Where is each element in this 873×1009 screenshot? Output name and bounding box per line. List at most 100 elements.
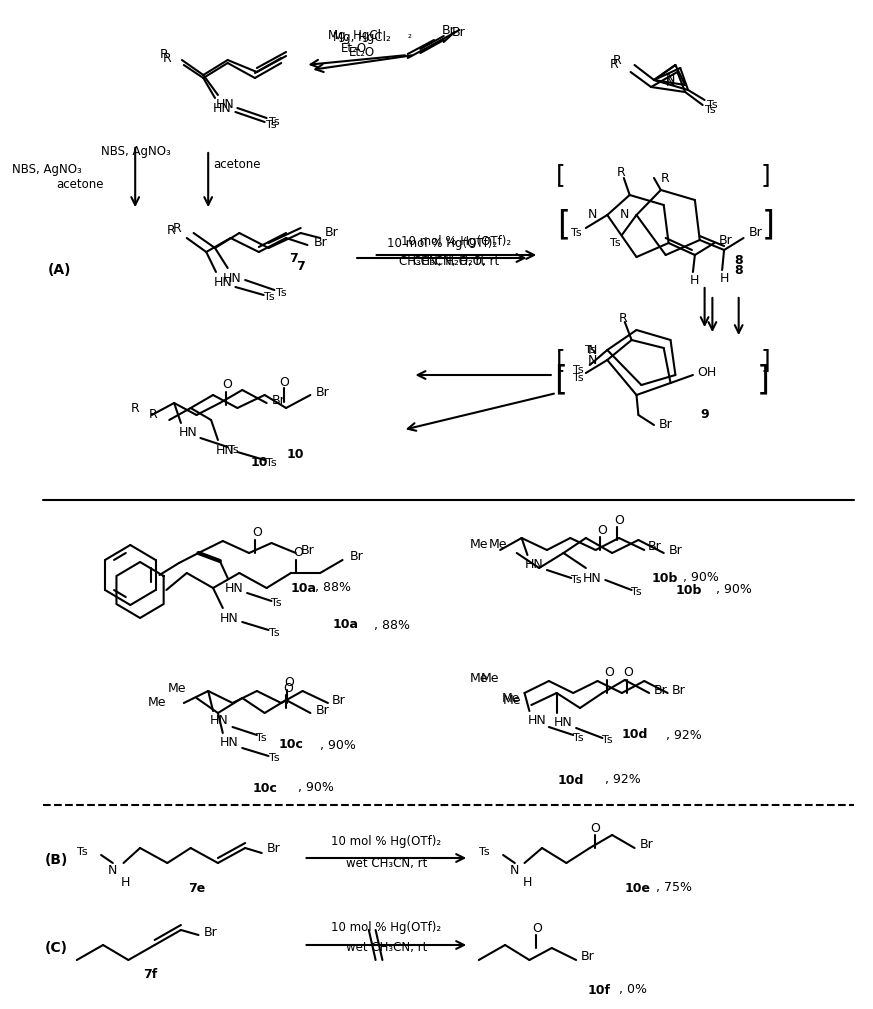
Text: Br: Br	[300, 544, 314, 557]
Text: Ts: Ts	[269, 753, 279, 763]
Text: Ts: Ts	[257, 733, 267, 743]
Text: N: N	[666, 72, 675, 85]
Text: O: O	[591, 821, 601, 834]
Text: (C): (C)	[45, 941, 68, 955]
Text: R: R	[148, 409, 157, 422]
Text: R: R	[167, 224, 175, 236]
Text: HN: HN	[179, 427, 198, 440]
Text: wet CH₃CN, rt: wet CH₃CN, rt	[346, 941, 427, 955]
Text: [: [	[556, 163, 566, 187]
Text: HN: HN	[553, 716, 573, 730]
Text: , 88%: , 88%	[374, 619, 409, 632]
Text: Ts: Ts	[77, 847, 87, 857]
Text: Br: Br	[266, 842, 280, 855]
Text: ]: ]	[760, 163, 770, 187]
Text: 7f: 7f	[142, 969, 157, 982]
Text: acetone: acetone	[57, 179, 104, 192]
Text: 10b: 10b	[651, 571, 677, 584]
Text: Me: Me	[502, 691, 520, 704]
Text: ₂: ₂	[408, 30, 411, 40]
Text: N: N	[588, 353, 597, 366]
Text: OH: OH	[697, 365, 716, 378]
Text: Br: Br	[315, 385, 329, 399]
Text: Ts: Ts	[228, 445, 239, 455]
Text: 8: 8	[734, 253, 743, 266]
Text: HN: HN	[220, 737, 238, 750]
Text: 10: 10	[287, 448, 305, 461]
Text: (B): (B)	[45, 853, 68, 867]
Text: Br: Br	[349, 551, 363, 563]
Text: N: N	[108, 864, 118, 877]
Text: , 92%: , 92%	[666, 728, 701, 742]
Text: Ts: Ts	[707, 100, 718, 110]
Text: 9: 9	[700, 409, 709, 422]
Text: NBS, AgNO₃: NBS, AgNO₃	[101, 145, 171, 158]
Text: Ts: Ts	[271, 598, 282, 608]
Text: [: [	[556, 348, 566, 372]
Text: , 88%: , 88%	[315, 581, 351, 594]
Text: Mg, HgCl₂: Mg, HgCl₂	[333, 31, 391, 44]
Text: R: R	[609, 59, 618, 72]
Text: , 90%: , 90%	[684, 571, 719, 584]
Text: Br: Br	[315, 703, 329, 716]
Text: , 0%: , 0%	[619, 984, 647, 997]
Text: O: O	[279, 376, 289, 389]
Text: 10c: 10c	[278, 739, 303, 752]
Text: Br: Br	[648, 541, 662, 554]
Text: Ts: Ts	[265, 292, 275, 302]
Text: Ts: Ts	[573, 365, 583, 375]
Text: CH₃CN, H₂O, rt: CH₃CN, H₂O, rt	[399, 255, 485, 268]
Text: H: H	[719, 271, 729, 285]
Text: Br: Br	[671, 683, 685, 696]
Text: 10 mol % Hg(OTf)₂: 10 mol % Hg(OTf)₂	[402, 235, 512, 248]
Text: Ts: Ts	[269, 117, 279, 127]
Text: ]: ]	[760, 348, 770, 372]
Text: Me: Me	[148, 696, 167, 709]
Text: O: O	[252, 527, 262, 540]
Text: N: N	[620, 209, 629, 222]
Text: , 90%: , 90%	[298, 782, 333, 794]
Text: 10a: 10a	[333, 619, 359, 632]
Text: Br: Br	[639, 838, 653, 852]
Text: 10 mol % Hg(OTf)₂: 10 mol % Hg(OTf)₂	[331, 835, 442, 849]
Text: Br: Br	[332, 693, 346, 706]
Text: N: N	[588, 343, 597, 356]
Text: R: R	[173, 222, 182, 234]
Text: Br: Br	[442, 23, 456, 36]
Text: Br: Br	[748, 226, 762, 239]
Text: Br: Br	[272, 394, 285, 407]
Text: R: R	[618, 312, 627, 325]
Text: HN: HN	[223, 271, 242, 285]
Text: acetone: acetone	[213, 158, 260, 172]
Text: Me: Me	[470, 539, 489, 552]
Text: O: O	[614, 514, 624, 527]
Text: CH₃CN, H₂O, rt: CH₃CN, H₂O, rt	[413, 255, 499, 268]
Text: Ts: Ts	[266, 120, 277, 130]
Text: Ts: Ts	[478, 847, 490, 857]
Text: HN: HN	[525, 559, 543, 571]
Text: 7: 7	[296, 260, 305, 273]
Text: 10b: 10b	[676, 583, 702, 596]
Text: wet CH₃CN, rt: wet CH₃CN, rt	[346, 857, 427, 870]
Text: O: O	[292, 547, 303, 560]
Text: R: R	[160, 48, 168, 62]
Text: N: N	[510, 864, 519, 877]
Text: (A): (A)	[48, 263, 71, 277]
Text: N: N	[588, 209, 597, 222]
Text: Br: Br	[313, 236, 327, 249]
Text: 10f: 10f	[588, 984, 611, 997]
Text: O: O	[284, 676, 294, 689]
Text: O: O	[604, 667, 614, 679]
Text: 7: 7	[290, 251, 299, 264]
Text: 7e: 7e	[188, 882, 205, 895]
Text: Me: Me	[470, 672, 489, 684]
Text: Ts: Ts	[602, 735, 613, 745]
Text: HN: HN	[210, 714, 229, 727]
Text: 10 mol % Hg(OTf)₂: 10 mol % Hg(OTf)₂	[331, 921, 442, 934]
Text: H: H	[691, 273, 699, 287]
Text: 10d: 10d	[622, 728, 648, 742]
Text: Br: Br	[654, 683, 668, 696]
Text: R: R	[131, 402, 140, 415]
Text: Et₂O: Et₂O	[349, 45, 375, 59]
Text: N: N	[666, 76, 675, 89]
